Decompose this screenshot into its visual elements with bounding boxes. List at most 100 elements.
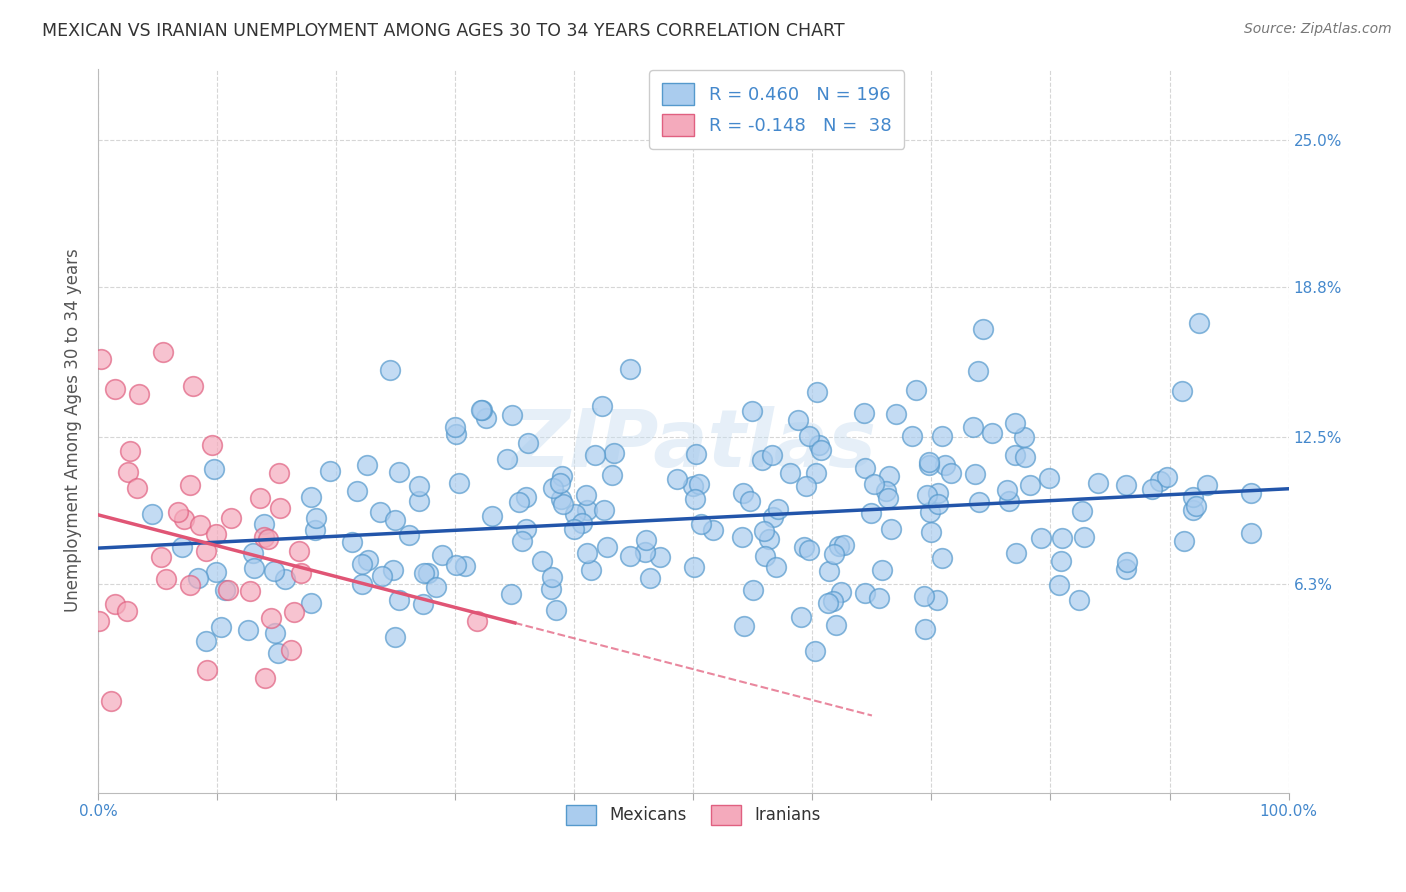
Point xyxy=(202,462,225,476)
Point xyxy=(853,586,876,600)
Point xyxy=(1188,316,1211,330)
Point xyxy=(872,563,894,577)
Point xyxy=(425,580,447,594)
Point xyxy=(530,554,553,568)
Point xyxy=(183,379,205,393)
Point xyxy=(761,510,783,524)
Point xyxy=(209,620,232,634)
Point xyxy=(90,352,112,367)
Point xyxy=(267,646,290,660)
Point xyxy=(179,578,201,592)
Point xyxy=(350,576,373,591)
Point xyxy=(821,594,844,608)
Point xyxy=(1070,504,1092,518)
Point xyxy=(173,512,195,526)
Point xyxy=(875,484,897,499)
Point xyxy=(765,560,787,574)
Point xyxy=(1171,384,1194,398)
Point xyxy=(471,402,494,417)
Point xyxy=(863,477,886,491)
Point xyxy=(299,595,322,609)
Point xyxy=(299,490,322,504)
Point xyxy=(318,464,340,478)
Point xyxy=(120,443,142,458)
Point xyxy=(868,591,890,605)
Point xyxy=(368,505,391,519)
Point xyxy=(269,466,291,480)
Point xyxy=(260,611,283,625)
Point xyxy=(214,583,236,598)
Point xyxy=(879,468,901,483)
Point xyxy=(1115,478,1137,492)
Point xyxy=(1182,491,1205,505)
Point xyxy=(575,488,598,502)
Point xyxy=(927,486,949,500)
Point xyxy=(501,408,523,422)
Point xyxy=(128,387,150,401)
Point xyxy=(501,587,523,601)
Point xyxy=(804,644,827,658)
Point xyxy=(548,476,571,491)
Point xyxy=(1004,417,1026,431)
Point xyxy=(125,482,148,496)
Point xyxy=(824,617,846,632)
Point xyxy=(914,622,936,636)
Point xyxy=(398,528,420,542)
Point xyxy=(740,493,762,508)
Point xyxy=(927,497,949,511)
Point xyxy=(408,478,430,492)
Point xyxy=(1047,578,1070,592)
Point xyxy=(204,527,226,541)
Point xyxy=(263,564,285,578)
Point xyxy=(920,525,942,540)
Point xyxy=(195,634,218,648)
Point xyxy=(1185,499,1208,513)
Point xyxy=(149,549,172,564)
Point xyxy=(797,429,820,443)
Point xyxy=(918,455,941,469)
Point xyxy=(731,486,754,500)
Point xyxy=(962,420,984,434)
Point xyxy=(470,402,492,417)
Point xyxy=(766,501,789,516)
Point xyxy=(596,540,619,554)
Point xyxy=(205,565,228,579)
Point xyxy=(430,548,453,562)
Point xyxy=(510,534,533,549)
Point xyxy=(752,524,775,539)
Point xyxy=(444,427,467,442)
Point xyxy=(1240,526,1263,541)
Point xyxy=(793,540,815,554)
Point xyxy=(967,363,990,377)
Point xyxy=(742,583,765,598)
Point xyxy=(998,494,1021,508)
Point xyxy=(877,491,900,505)
Point xyxy=(152,345,174,359)
Point xyxy=(593,503,616,517)
Point xyxy=(794,478,817,492)
Point xyxy=(280,643,302,657)
Point xyxy=(931,550,953,565)
Point xyxy=(540,582,562,596)
Text: Source: ZipAtlas.com: Source: ZipAtlas.com xyxy=(1244,22,1392,37)
Point xyxy=(810,442,832,457)
Point xyxy=(1087,476,1109,491)
Point xyxy=(388,593,411,607)
Point xyxy=(758,532,780,546)
Point xyxy=(965,467,987,481)
Point xyxy=(195,543,218,558)
Point xyxy=(384,630,406,644)
Point xyxy=(179,477,201,491)
Point xyxy=(388,465,411,479)
Point xyxy=(543,481,565,495)
Point xyxy=(967,495,990,509)
Point xyxy=(761,449,783,463)
Point xyxy=(1029,531,1052,545)
Point xyxy=(1149,475,1171,489)
Point xyxy=(195,663,218,677)
Point xyxy=(356,552,378,566)
Point xyxy=(172,540,194,554)
Point xyxy=(253,530,276,544)
Point xyxy=(356,458,378,472)
Point xyxy=(517,436,540,450)
